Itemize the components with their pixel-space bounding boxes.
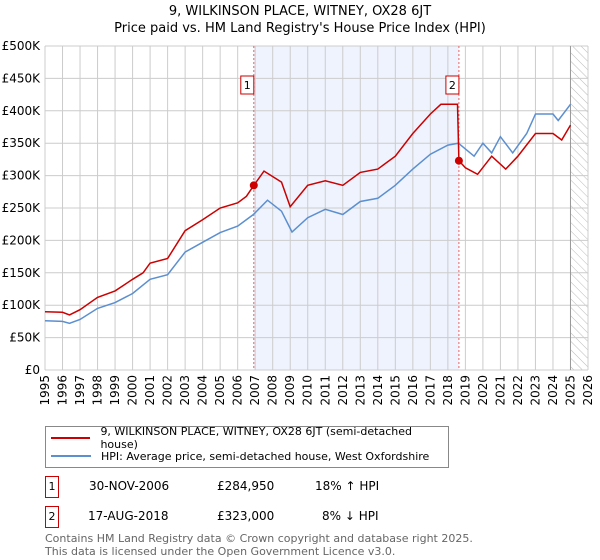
x-tick-label: 2023 xyxy=(528,375,542,406)
y-tick-label: £50K xyxy=(9,331,41,345)
transaction-date: 17-AUG-2018 xyxy=(88,509,169,523)
x-tick-label: 2021 xyxy=(493,375,507,406)
x-tick-label: 2024 xyxy=(546,375,560,406)
sale-label: 1 xyxy=(244,79,251,92)
footer-line: Contains HM Land Registry data © Crown c… xyxy=(45,532,473,545)
transaction-price: £284,950 xyxy=(217,479,275,493)
x-tick-label: 2018 xyxy=(441,375,455,406)
x-tick-label: 2013 xyxy=(353,375,367,406)
chart-title: 9, WILKINSON PLACE, WITNEY, OX28 6JT xyxy=(168,4,432,19)
x-tick-label: 2000 xyxy=(126,375,140,406)
x-tick-label: 2004 xyxy=(196,375,210,406)
x-tick-label: 2010 xyxy=(301,375,315,406)
x-tick-label: 2009 xyxy=(283,375,297,406)
property-price-line xyxy=(44,103,572,316)
x-tick-label: 2014 xyxy=(371,375,385,406)
sale-label-box xyxy=(240,75,255,95)
transaction-row: 2 17-AUG-2018 £323,000 8% ↓ HPI xyxy=(45,506,445,528)
x-tick-label: 1996 xyxy=(56,375,70,406)
x-tick-label: 2005 xyxy=(213,375,227,406)
x-tick-label: 2006 xyxy=(231,375,245,406)
y-tick-label: £350K xyxy=(2,136,42,150)
y-tick-label: £0 xyxy=(25,363,40,377)
x-tick-label: 2015 xyxy=(388,375,402,406)
x-tick-label: 2016 xyxy=(406,375,420,406)
footer-line: This data is licensed under the Open Gov… xyxy=(45,545,396,558)
legend-label-property: 9, WILKINSON PLACE, WITNEY, OX28 6JT (se… xyxy=(100,425,412,451)
transaction-marker: 1 xyxy=(45,476,59,498)
legend: 9, WILKINSON PLACE, WITNEY, OX28 6JT (se… xyxy=(45,425,449,468)
legend-label-hpi: HPI: Average price, semi-detached house,… xyxy=(101,449,430,463)
hpi-line xyxy=(44,103,572,325)
y-tick-label: £150K xyxy=(2,266,42,280)
x-tick-label: 2001 xyxy=(143,375,157,406)
sale-label: 2 xyxy=(449,79,456,92)
sale-label-box xyxy=(445,75,460,95)
x-tick-label: 2008 xyxy=(266,375,280,406)
x-tick-label: 2017 xyxy=(423,375,437,406)
legend-item-property: 9, WILKINSON PLACE, WITNEY, OX28 6JT (se… xyxy=(51,425,448,451)
x-tick-label: 2020 xyxy=(476,375,490,406)
transaction-hpi: 18% ↑ HPI xyxy=(315,479,380,493)
x-tick-label: 2026 xyxy=(581,375,595,406)
legend-swatch-red xyxy=(51,437,91,439)
x-tick-label: 2025 xyxy=(563,375,577,406)
x-tick-label: 2011 xyxy=(318,375,332,406)
sale-point xyxy=(454,156,463,165)
y-tick-label: £100K xyxy=(2,298,42,312)
transaction-marker: 2 xyxy=(45,506,59,528)
transaction-row: 1 30-NOV-2006 £284,950 18% ↑ HPI xyxy=(45,476,445,498)
sale-point xyxy=(249,181,258,190)
x-tick-label: 2019 xyxy=(458,375,472,406)
footer: Contains HM Land Registry data © Crown c… xyxy=(45,532,473,558)
x-tick-label: 2012 xyxy=(336,375,350,406)
y-tick-label: £500K xyxy=(2,39,42,53)
x-tick-label: 2007 xyxy=(248,375,262,406)
chart-subtitle: Price paid vs. HM Land Registry's House … xyxy=(114,21,486,36)
price-chart: 1995 1996 1997 1998 1999 2000 2001 2002 2003 2004… xyxy=(2,39,595,406)
legend-item-hpi: HPI: Average price, semi-detached house,… xyxy=(51,448,429,464)
x-tick-label: 1995 xyxy=(38,375,52,406)
legend-swatch-blue xyxy=(51,455,91,457)
transaction-date: 30-NOV-2006 xyxy=(89,479,170,493)
y-tick-label: £200K xyxy=(2,233,42,247)
x-tick-label: 2002 xyxy=(161,375,175,406)
y-tick-label: £300K xyxy=(2,169,42,183)
x-tick-label: 1997 xyxy=(73,375,87,406)
x-tick-label: 1998 xyxy=(91,375,105,406)
transaction-hpi: 8% ↓ HPI xyxy=(322,509,379,523)
x-tick-label: 2003 xyxy=(178,375,192,406)
y-tick-label: £250K xyxy=(2,201,42,215)
y-tick-label: £400K xyxy=(2,104,42,118)
y-tick-label: £450K xyxy=(2,71,42,85)
x-tick-label: 1999 xyxy=(108,375,122,406)
transaction-price: £323,000 xyxy=(217,509,275,523)
x-tick-label: 2022 xyxy=(511,375,525,406)
